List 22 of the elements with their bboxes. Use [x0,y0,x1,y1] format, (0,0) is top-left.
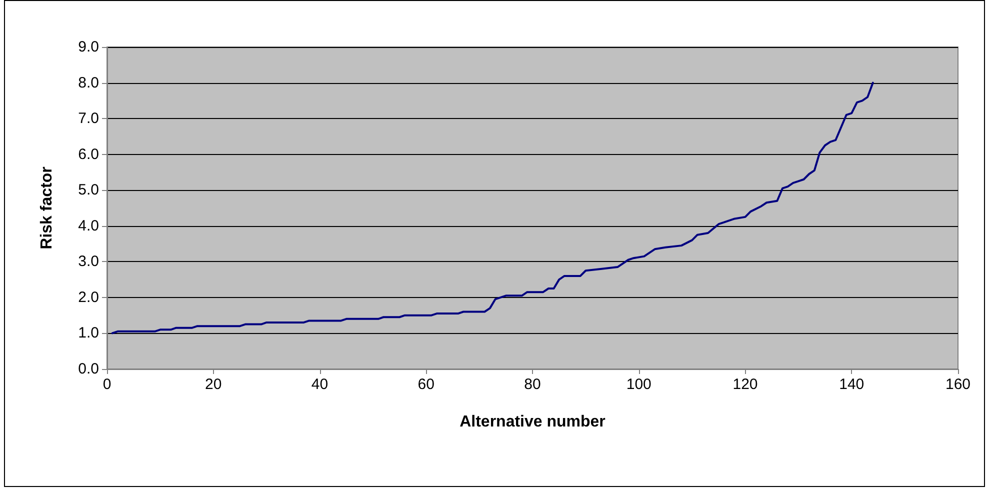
y-tick-label: 6.0 [78,146,99,163]
y-tick-label: 8.0 [78,74,99,92]
y-tick-label: 5.0 [78,182,99,199]
x-tick-label: 100 [626,376,652,393]
y-tick-label: 7.0 [78,110,99,128]
line-series [111,82,874,334]
x-tick-label: 40 [311,376,328,393]
x-tick-label: 0 [102,376,112,393]
y-tick-label: 4.0 [78,217,99,234]
y-tick-label: 9.0 [78,38,99,56]
y-tick-label: 1.0 [78,324,99,342]
y-tick-label: 2.0 [78,288,99,306]
y-tick-label: 3.0 [78,253,99,270]
x-tick-label: 120 [732,376,758,393]
x-tick-label: 20 [205,376,222,393]
y-axis-title: Risk factor [38,166,56,250]
x-tick-label: 160 [945,376,971,393]
x-tick-label: 60 [418,376,434,393]
x-axis-title: Alternative number [460,414,606,430]
x-tick-label: 80 [524,376,541,393]
x-tick-label: 140 [839,376,864,393]
y-tick-label: 0.0 [78,360,99,378]
